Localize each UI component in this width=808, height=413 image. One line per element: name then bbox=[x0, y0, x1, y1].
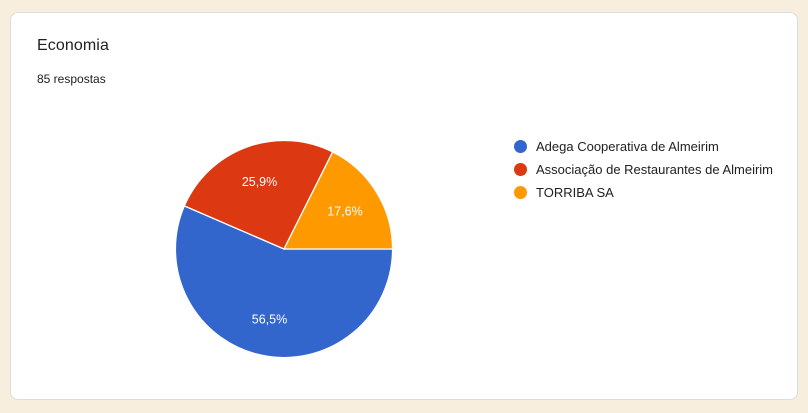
response-count: 85 respostas bbox=[37, 72, 106, 86]
pie-slice-2 bbox=[283, 151, 394, 250]
legend-color-dot bbox=[514, 140, 527, 153]
pie-slice-0 bbox=[174, 205, 394, 359]
question-summary-card: Economia 85 respostas 56,5% 25,9% 17,6% Ad… bbox=[10, 12, 798, 400]
pie-slice-label-1: 25,9% bbox=[242, 175, 277, 189]
legend-item-1: Associação de Restaurantes de Almeirim bbox=[514, 160, 782, 179]
legend-color-dot bbox=[514, 163, 527, 176]
pie-slice-label-0: 56,5% bbox=[252, 313, 287, 327]
legend-item-2: TORRIBA SA bbox=[514, 183, 782, 202]
legend-color-dot bbox=[514, 186, 527, 199]
legend-label: Adega Cooperativa de Almeirim bbox=[536, 139, 719, 154]
chart-legend: Adega Cooperativa de Almeirim Associação … bbox=[514, 137, 782, 206]
legend-label: TORRIBA SA bbox=[536, 185, 614, 200]
pie-chart: 56,5% 25,9% 17,6% bbox=[170, 135, 398, 363]
pie-slice-1 bbox=[183, 139, 334, 250]
pie-slice-label-2: 17,6% bbox=[327, 205, 362, 219]
legend-label: Associação de Restaurantes de Almeirim bbox=[536, 162, 774, 177]
question-title: Economia bbox=[37, 37, 109, 54]
legend-item-0: Adega Cooperativa de Almeirim bbox=[514, 137, 782, 156]
pie-chart-svg: 56,5% 25,9% 17,6% bbox=[174, 139, 394, 359]
